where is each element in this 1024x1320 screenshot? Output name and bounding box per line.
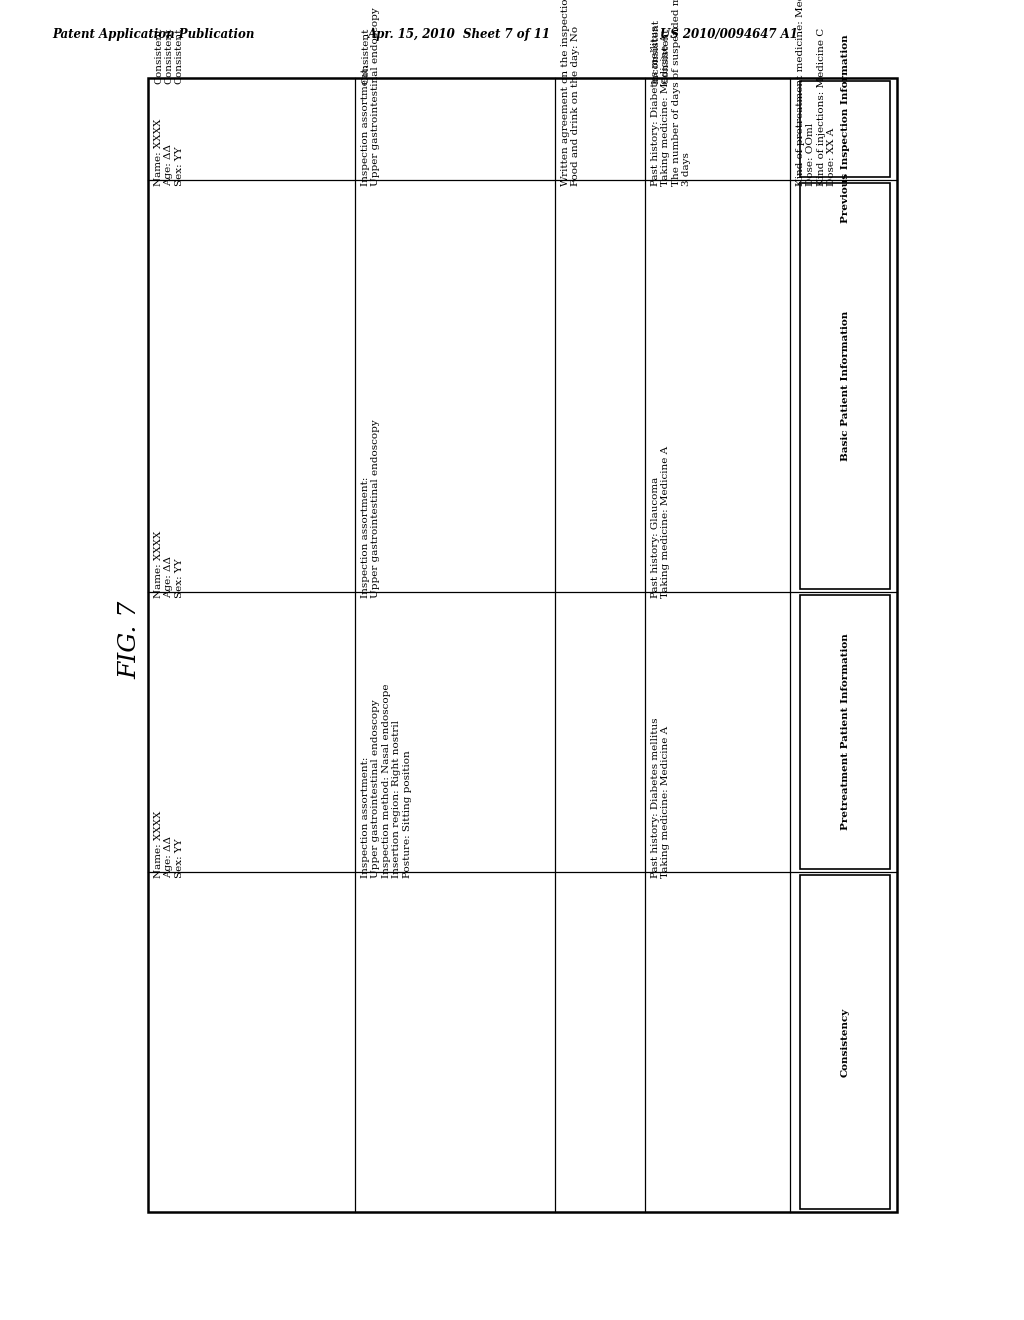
Bar [800,183,890,589]
Bar [800,595,890,869]
Bar [800,875,890,1209]
Text: Past history: Glaucoma
Taking medicine: Medicine A: Past history: Glaucoma Taking medicine: … [651,446,671,598]
Text: Written agreement on the inspection: Submitted
Food and drink on the day: No: Written agreement on the inspection: Sub… [561,0,581,186]
Text: Past history: Diabetes mellitus
Taking medicine: Medicine A: Past history: Diabetes mellitus Taking m… [651,718,671,878]
Text: Inconsistent
Consistent: Inconsistent Consistent [651,18,671,84]
Text: Inspection assortment:
Upper gastrointestinal endoscopy: Inspection assortment: Upper gastrointes… [361,7,380,186]
Text: Name: XXXX
Age: ΔΔ
Sex: YY: Name: XXXX Age: ΔΔ Sex: YY [154,810,183,878]
Bar [800,81,890,177]
Bar [148,78,897,1212]
Text: Consistency: Consistency [841,1007,850,1077]
Text: Patent Application Publication: Patent Application Publication [52,28,254,41]
Text: Apr. 15, 2010  Sheet 7 of 11: Apr. 15, 2010 Sheet 7 of 11 [368,28,551,41]
Text: Inspection assortment:
Upper gastrointestinal endoscopy
Inspection method: Nasal: Inspection assortment: Upper gastrointes… [361,684,412,878]
Text: Inspection assortment:
Upper gastrointestinal endoscopy: Inspection assortment: Upper gastrointes… [361,420,380,598]
Text: Consistent
Consistent
Consistent: Consistent Consistent Consistent [154,28,183,84]
Text: Kind of pretreatment medicine: Medicine B
Dose: OOml
Kind of injections: Medicin: Kind of pretreatment medicine: Medicine … [796,0,837,186]
Text: Name: XXXX
Age: ΔΔ
Sex: YY: Name: XXXX Age: ΔΔ Sex: YY [154,531,183,598]
Text: US 2010/0094647 A1: US 2010/0094647 A1 [660,28,798,41]
Text: FIG. 7: FIG. 7 [119,601,141,678]
Text: Pretreatment Patient Information: Pretreatment Patient Information [841,634,850,830]
Text: Past history: Diabetes mellitus
Taking medicine: Medicine A
The number of days o: Past history: Diabetes mellitus Taking m… [651,0,691,186]
Text: Name: XXXX
Age: ΔΔ
Sex: YY: Name: XXXX Age: ΔΔ Sex: YY [154,119,183,186]
Text: Consistent: Consistent [361,28,370,84]
Text: Previous Inspection Information: Previous Inspection Information [841,34,850,223]
Text: Basic Patient Information: Basic Patient Information [841,312,850,461]
